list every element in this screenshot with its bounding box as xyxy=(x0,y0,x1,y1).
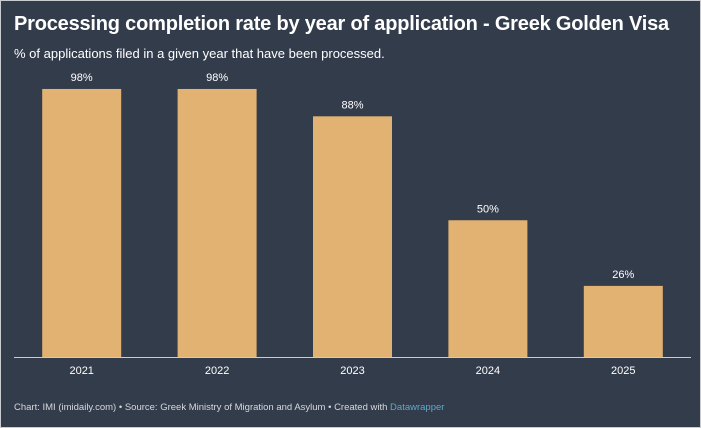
bar-2025 xyxy=(583,285,663,357)
bar-2021 xyxy=(42,88,122,357)
data-label: 88% xyxy=(341,99,363,111)
x-tick-label: 2024 xyxy=(476,365,500,377)
x-tick-label: 2025 xyxy=(611,365,635,377)
datawrapper-link[interactable]: Datawrapper xyxy=(390,402,445,413)
x-tick-label: 2023 xyxy=(340,365,364,377)
chart-title: Processing completion rate by year of ap… xyxy=(14,13,669,35)
data-label: 98% xyxy=(206,72,228,84)
data-label: 50% xyxy=(477,203,499,215)
data-label: 26% xyxy=(612,269,634,281)
footer-credits: Chart: IMI (imidaily.com) • Source: Gree… xyxy=(14,402,391,413)
chart-subtitle: % of applications filed in a given year … xyxy=(14,46,385,61)
bar-2024 xyxy=(448,220,528,357)
x-tick-label: 2021 xyxy=(69,365,93,377)
x-tick-label: 2022 xyxy=(205,365,229,377)
bar-chart: 98% 2021 98% 2022 88% 2023 50% 2024 26% 2025 xyxy=(14,72,691,377)
chart-footer: Chart: IMI (imidaily.com) • Source: Gree… xyxy=(14,402,444,413)
data-label: 98% xyxy=(71,72,93,84)
bar-2022 xyxy=(177,88,257,357)
bar-2023 xyxy=(313,116,392,357)
